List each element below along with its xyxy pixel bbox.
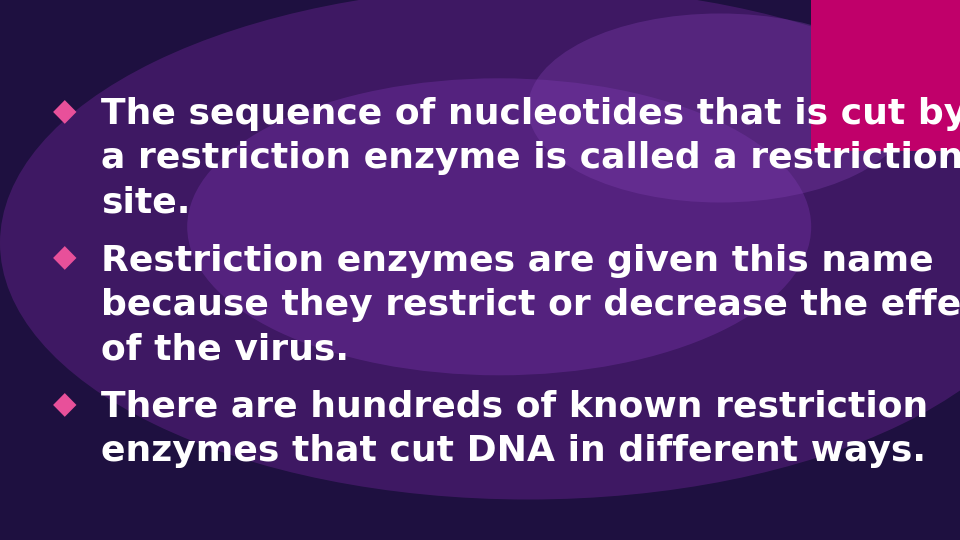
Text: ◆: ◆ [53,390,76,419]
Text: a restriction enzyme is called a restriction: a restriction enzyme is called a restric… [101,141,960,176]
Text: site.: site. [101,186,190,220]
Text: enzymes that cut DNA in different ways.: enzymes that cut DNA in different ways. [101,434,925,468]
Text: There are hundreds of known restriction: There are hundreds of known restriction [101,390,928,424]
Ellipse shape [187,78,811,375]
Bar [811,0,960,151]
Text: The sequence of nucleotides that is cut by: The sequence of nucleotides that is cut … [101,97,960,131]
Ellipse shape [528,14,912,202]
Text: because they restrict or decrease the effect: because they restrict or decrease the ef… [101,288,960,322]
Ellipse shape [0,0,960,500]
Text: ◆: ◆ [53,97,76,126]
Text: of the virus.: of the virus. [101,332,348,366]
Text: ◆: ◆ [53,244,76,273]
Text: Restriction enzymes are given this name: Restriction enzymes are given this name [101,244,933,278]
